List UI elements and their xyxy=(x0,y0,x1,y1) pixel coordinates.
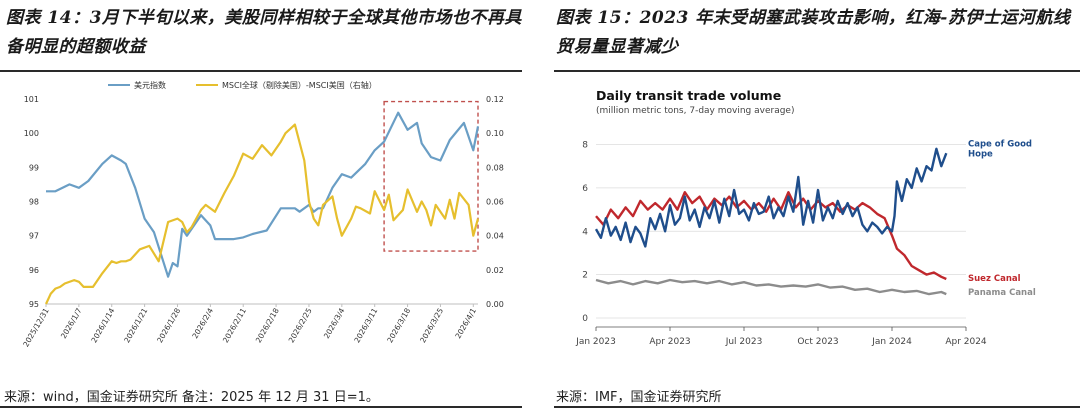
left-y-tick-label: 96 xyxy=(29,266,39,275)
right-y-tick-label: 0.10 xyxy=(486,129,504,138)
left-x-axis: 2025/12/31 2026/1/7 2026/1/14 2026/1/21 2026… xyxy=(21,304,478,348)
right-bottom-rule xyxy=(554,406,1080,408)
left-title-rule xyxy=(0,70,522,72)
x-tick-label: 2026/3/11 xyxy=(352,306,379,344)
left-y-tick-label: 99 xyxy=(29,163,39,172)
left-y-tick-label: 98 xyxy=(29,198,39,207)
x-tick-label: 2026/3/4 xyxy=(322,306,347,340)
series-label-0: Cape of Good xyxy=(968,140,1032,150)
right-title-rule xyxy=(554,70,1080,72)
left-chart: 美元指数 MSCI全球（剔除美国）-MSCI美国（右轴） 95 96 97 98 99 100… xyxy=(0,80,522,375)
x-tick-label: 2026/3/25 xyxy=(418,306,445,344)
right-source-note: 来源：IMF，国金证券研究所 xyxy=(556,390,722,405)
series-line-1 xyxy=(595,190,947,281)
x-tick-label: 2026/2/25 xyxy=(287,306,314,344)
right-x-axis: Jan 2023 Apr 2023 Jul 2023 Oct 2023 Jan 2024… xyxy=(575,326,987,347)
x-tick-label: Jul 2023 xyxy=(725,337,763,347)
highlight-box xyxy=(383,100,479,252)
right-y-axis: 0.00 0.02 0.04 0.06 0.08 0.10 0.12 xyxy=(486,95,504,309)
left-source-note: 来源：wind，国金证券研究所 备注：2025 年 12 月 31 日=1。 xyxy=(4,390,379,405)
x-tick-label: 2026/3/18 xyxy=(385,306,412,344)
series-label-2: Panama Canal xyxy=(968,288,1036,298)
right-y-tick-label: 0.02 xyxy=(486,266,504,275)
left-chart-svg: 美元指数 MSCI全球（剔除美国）-MSCI美国（右轴） 95 96 97 98 99 100… xyxy=(21,80,504,348)
x-tick-label: 2026/2/18 xyxy=(254,306,281,344)
y-tick-label: 0 xyxy=(582,314,588,324)
x-tick-label: 2025/12/31 xyxy=(21,306,51,348)
series-label-0: Hope xyxy=(968,150,993,160)
left-bottom-rule xyxy=(0,406,522,408)
right-y-tick-label: 0.12 xyxy=(486,95,504,104)
right-y-tick-label: 0.08 xyxy=(486,163,504,172)
x-tick-label: Jan 2024 xyxy=(871,337,912,347)
x-tick-label: Apr 2023 xyxy=(649,337,690,347)
right-chart: Daily transit trade volume (million metri… xyxy=(556,80,1076,375)
x-tick-label: 2026/1/21 xyxy=(122,306,149,344)
x-tick-label: 2026/2/11 xyxy=(221,306,248,344)
series-line-2 xyxy=(595,278,947,296)
right-y-tick-label: 0.04 xyxy=(486,232,504,241)
x-tick-label: 2026/1/28 xyxy=(155,306,182,344)
left-legend: 美元指数 MSCI全球（剔除美国）-MSCI美国（右轴） xyxy=(108,80,377,90)
x-tick-label: Jan 2023 xyxy=(575,337,616,347)
right-y-tick-label: 0.06 xyxy=(486,198,504,207)
legend-label-0: 美元指数 xyxy=(134,80,166,90)
left-y-tick-label: 100 xyxy=(24,129,39,138)
x-tick-label: 2026/4/1 xyxy=(453,306,478,340)
x-tick-label: Apr 2024 xyxy=(945,337,987,347)
series-line-0 xyxy=(46,111,480,278)
y-tick-label: 6 xyxy=(582,184,588,194)
left-y-axis: 95 96 97 98 99 100 101 xyxy=(24,95,39,309)
chart-subtitle: (million metric tons, 7-day moving avera… xyxy=(596,106,794,116)
left-figure-title: 图表 14：3月下半旬以来，美股同样相较于全球其他市场也不再具备明显的超额收益 xyxy=(6,8,522,57)
x-tick-label: Oct 2023 xyxy=(797,337,838,347)
y-tick-label: 2 xyxy=(582,271,588,281)
x-tick-label: 2026/1/7 xyxy=(59,306,84,340)
left-y-tick-label: 101 xyxy=(24,95,39,104)
chart-title: Daily transit trade volume xyxy=(596,88,781,103)
left-y-tick-label: 97 xyxy=(29,232,39,241)
series-line-0 xyxy=(594,147,948,248)
series-label-1: Suez Canal xyxy=(968,274,1021,284)
right-chart-svg: Daily transit trade volume (million metri… xyxy=(575,88,1036,347)
right-figure-title: 图表 15：2023 年末受胡塞武装攻击影响，红海-苏伊士运河航线贸易量显著减少 xyxy=(556,8,1071,57)
y-tick-label: 4 xyxy=(582,227,588,237)
left-y-tick-label: 95 xyxy=(29,300,39,309)
y-tick-label: 8 xyxy=(582,141,588,151)
series-line-1 xyxy=(45,123,480,305)
legend-label-1: MSCI全球（剔除美国）-MSCI美国（右轴） xyxy=(222,80,377,90)
x-tick-label: 2026/2/4 xyxy=(190,306,215,340)
right-y-tick-label: 0.00 xyxy=(486,300,504,309)
right-y-axis: 0 2 4 6 8 xyxy=(582,141,966,324)
x-tick-label: 2026/1/14 xyxy=(89,306,116,344)
